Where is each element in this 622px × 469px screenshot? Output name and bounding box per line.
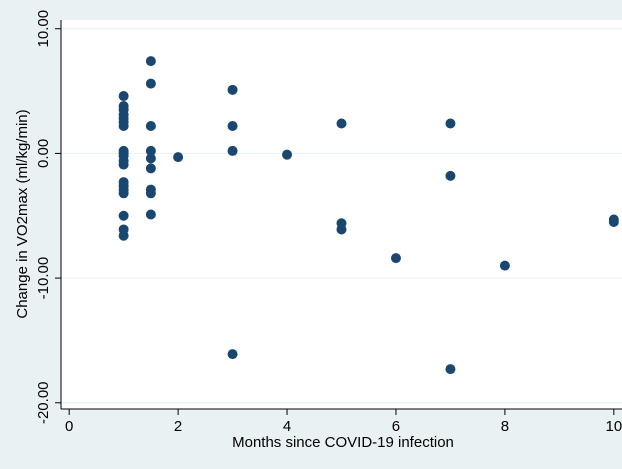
data-point [445, 118, 456, 129]
data-point [145, 163, 156, 174]
data-point [145, 120, 156, 131]
data-point [118, 210, 129, 221]
data-point [282, 149, 293, 160]
x-tick-label: 10 [605, 418, 622, 435]
data-point [145, 153, 156, 164]
data-point [118, 120, 129, 131]
data-point [336, 224, 347, 235]
data-point [608, 216, 619, 227]
x-tick-label: 8 [501, 418, 509, 435]
plot-area [61, 20, 622, 409]
data-point [445, 364, 456, 375]
x-tick-label: 6 [392, 418, 400, 435]
data-point [145, 145, 156, 156]
data-point [390, 253, 401, 264]
data-point [145, 188, 156, 199]
data-point [145, 209, 156, 220]
data-point [227, 349, 238, 360]
x-axis-title: Months since COVID-19 infection [232, 434, 454, 451]
data-points [118, 56, 619, 375]
data-point [145, 78, 156, 89]
data-point [118, 159, 129, 170]
data-point [145, 56, 156, 67]
data-point [499, 260, 510, 271]
axis-ticks: 10.00 0.00 -10.00 -20.00 0 2 4 6 8 10 [35, 10, 622, 435]
x-tick-label: 0 [65, 418, 73, 435]
y-tick-label: -10.00 [35, 257, 52, 300]
x-tick-label: 2 [174, 418, 182, 435]
data-point [118, 91, 129, 102]
y-tick-label: 10.00 [35, 10, 52, 48]
data-point [227, 145, 238, 156]
data-point [227, 120, 238, 131]
data-point [118, 188, 129, 199]
x-tick-label: 4 [283, 418, 291, 435]
y-axis-title: Change in VO2max (ml/kg/min) [14, 109, 31, 318]
data-point [445, 170, 456, 181]
data-point [336, 118, 347, 129]
data-point [173, 152, 184, 163]
data-point [118, 230, 129, 241]
data-point [227, 84, 238, 95]
y-tick-label: 0.00 [35, 139, 52, 168]
y-tick-label: -20.00 [35, 381, 52, 424]
